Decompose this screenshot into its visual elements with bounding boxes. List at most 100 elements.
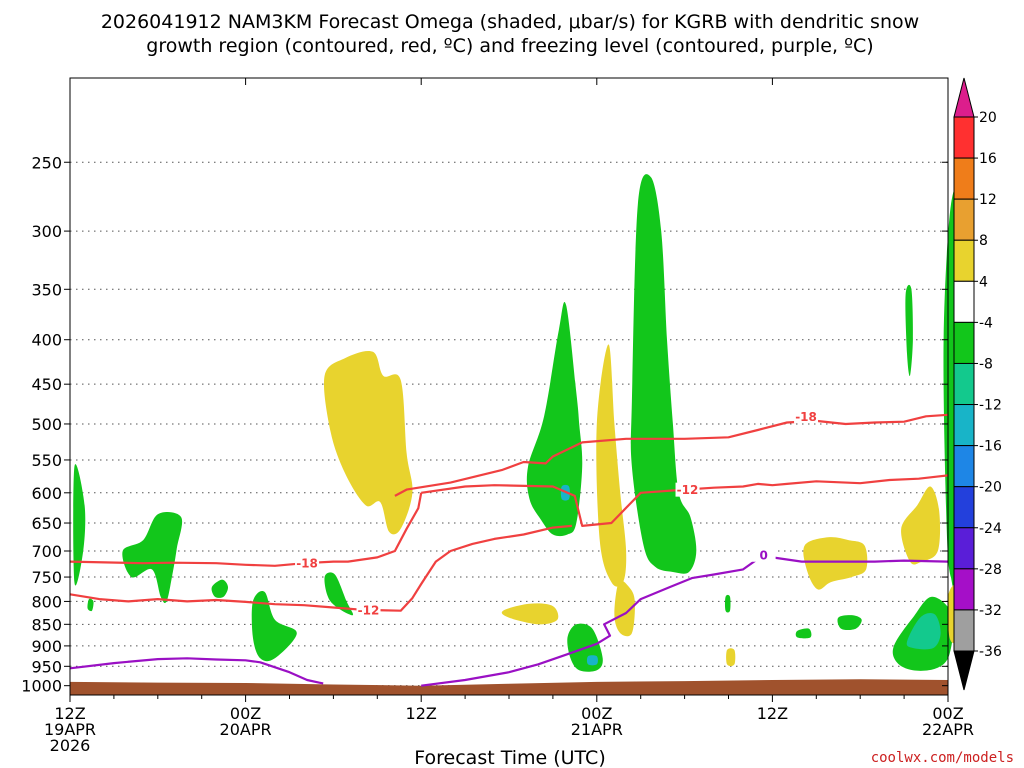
colorbar-box-9 xyxy=(953,486,975,529)
omega-region-12 xyxy=(586,655,598,666)
colorbar-box-2 xyxy=(953,198,975,241)
y-tick-label-950: 950 xyxy=(31,657,62,676)
contour-label-3: -18 xyxy=(296,557,318,571)
colorbar-label-2: 12 xyxy=(979,192,997,208)
x-tick-label-3-1: 00Z xyxy=(581,704,612,723)
contour-label-bg-2 xyxy=(794,409,819,424)
colorbar-label-8: -16 xyxy=(979,439,1002,455)
colorbar-box-11 xyxy=(953,568,975,611)
colorbar-box-12 xyxy=(953,609,975,652)
credit-text: coolwx.com/models xyxy=(871,750,1014,766)
omega-region-19 xyxy=(795,628,812,639)
y-tick-label-600: 600 xyxy=(31,484,62,503)
omega-region-7 xyxy=(323,350,413,535)
colorbar-label-6: -8 xyxy=(979,356,993,372)
colorbar-box-5 xyxy=(953,321,975,364)
y-tick-label-500: 500 xyxy=(31,415,62,434)
colorbar-label-12: -32 xyxy=(979,603,1002,619)
chart-title-line2: growth region (contoured, red, ºC) and f… xyxy=(146,35,873,57)
colorbar-label-9: -20 xyxy=(979,480,1002,496)
y-tick-label-800: 800 xyxy=(31,592,62,611)
omega-region-17 xyxy=(726,648,736,667)
x-tick-label-5-1: 00Z xyxy=(932,704,963,723)
y-tick-label-900: 900 xyxy=(31,637,62,656)
x-tick-label-5-2: 22APR xyxy=(922,720,974,739)
x-axis-label: Forecast Time (UTC) xyxy=(414,747,605,768)
colorbar-box-7 xyxy=(953,404,975,447)
contour-line-6 xyxy=(421,553,949,687)
contour-line-5 xyxy=(69,657,324,685)
omega-region-20 xyxy=(837,615,862,630)
y-tick-label-750: 750 xyxy=(31,568,62,587)
omega-region-21 xyxy=(905,284,913,377)
x-tick-label-3-2: 21APR xyxy=(571,720,623,739)
x-tick-label-4-1: 12Z xyxy=(757,704,788,723)
omega-region-6 xyxy=(324,572,354,616)
colorbar-box-6 xyxy=(953,362,975,406)
colorbar-label-0: 20 xyxy=(979,110,997,126)
omega-region-9 xyxy=(526,301,583,537)
omega-region-14 xyxy=(614,580,635,637)
y-tick-label-650: 650 xyxy=(31,514,62,533)
colorbar-label-3: 8 xyxy=(979,233,988,249)
colorbar-label-5: -4 xyxy=(979,315,993,331)
omega-region-15 xyxy=(630,174,697,574)
contour-label-4: -12 xyxy=(358,603,380,617)
omega-region-3 xyxy=(122,511,183,604)
colorbar-label-13: -36 xyxy=(979,644,1002,660)
ground-terrain xyxy=(70,679,948,695)
contour-label-bg-1 xyxy=(675,482,700,497)
contour-label-6: 0 xyxy=(759,548,767,562)
omega-region-4 xyxy=(211,579,229,598)
x-tick-label-1-2: 20APR xyxy=(220,720,272,739)
omega-region-5 xyxy=(251,590,297,662)
colorbar-box-0 xyxy=(953,116,975,159)
colorbar-label-7: -12 xyxy=(979,398,1002,414)
omega-region-1 xyxy=(73,464,86,586)
grid-lines xyxy=(70,161,948,687)
y-tick-label-700: 700 xyxy=(31,542,62,561)
colorbar-box-8 xyxy=(953,445,975,488)
x-tick-label-1-1: 00Z xyxy=(230,704,261,723)
omega-region-25 xyxy=(906,613,941,650)
pressure-axis: 250 300 350 400 450 500 550 600 650 700 750 800 850 9… xyxy=(21,153,948,696)
x-tick-label-0-3: 2026 xyxy=(50,736,91,755)
y-tick-label-350: 350 xyxy=(31,280,62,299)
contour-label-bg-6 xyxy=(751,547,776,562)
contour-label-bg-3 xyxy=(295,556,320,571)
y-tick-label-850: 850 xyxy=(31,615,62,634)
omega-region-22 xyxy=(901,486,941,565)
colorbar-label-11: -28 xyxy=(979,562,1002,578)
contour-label-bg-4 xyxy=(356,602,381,617)
omega-region-2 xyxy=(87,598,94,612)
contour-label-1: -12 xyxy=(677,483,699,497)
colorbar-label-1: 16 xyxy=(979,151,997,167)
contour-line-1 xyxy=(421,474,949,527)
y-tick-label-300: 300 xyxy=(31,222,62,241)
omega-region-16 xyxy=(725,594,731,613)
x-tick-label-0-1: 12Z xyxy=(54,704,85,723)
y-tick-label-1000: 1000 xyxy=(21,677,62,696)
colorbar-label-10: -24 xyxy=(979,521,1002,537)
plot-frame xyxy=(69,77,949,696)
omega-region-13 xyxy=(596,344,627,587)
omega-region-18 xyxy=(803,537,868,590)
x-tick-label-2-1: 12Z xyxy=(406,704,437,723)
colorbar-top-arrow xyxy=(953,77,975,118)
chart-title-line1: 2026041912 NAM3KM Forecast Omega (shaded… xyxy=(101,11,919,33)
colorbar-label-4: 4 xyxy=(979,274,988,290)
colorbar-box-3 xyxy=(953,239,975,282)
y-tick-label-550: 550 xyxy=(31,451,62,470)
y-tick-label-400: 400 xyxy=(31,331,62,350)
contour-line-2 xyxy=(394,413,949,497)
colorbar-bottom-arrow xyxy=(953,650,975,691)
colorbar-box-10 xyxy=(953,527,975,570)
colorbar-legend: 20 16 12 8 4 -4 -8 -12 -16 -20 -24 -28 -32 -36 xyxy=(953,77,1002,691)
ground-fill xyxy=(70,679,948,695)
y-tick-label-450: 450 xyxy=(31,375,62,394)
x-tick-label-0-2: 19APR xyxy=(44,720,96,739)
colorbar-box-1 xyxy=(953,157,975,200)
omega-region-8 xyxy=(501,603,559,625)
